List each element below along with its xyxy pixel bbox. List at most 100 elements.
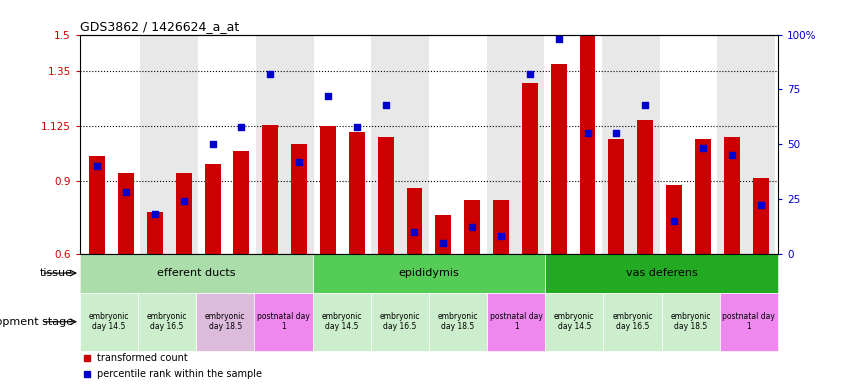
Text: embryonic
day 18.5: embryonic day 18.5: [670, 312, 711, 331]
Bar: [169, 35, 198, 253]
Text: percentile rank within the sample: percentile rank within the sample: [98, 369, 262, 379]
Point: [725, 152, 738, 158]
Bar: [753, 178, 769, 253]
Bar: [544, 35, 573, 253]
Point: [696, 146, 710, 152]
Bar: [140, 35, 169, 253]
Point: [206, 141, 220, 147]
FancyBboxPatch shape: [313, 253, 545, 293]
Bar: [487, 35, 516, 253]
Bar: [631, 35, 659, 253]
Bar: [82, 35, 112, 253]
Text: tissue: tissue: [40, 268, 73, 278]
Bar: [695, 139, 711, 253]
Bar: [436, 215, 452, 253]
Text: embryonic
day 16.5: embryonic day 16.5: [147, 312, 188, 331]
Bar: [349, 132, 365, 253]
Bar: [256, 35, 285, 253]
Bar: [609, 139, 624, 253]
Text: embryonic
day 14.5: embryonic day 14.5: [89, 312, 130, 331]
FancyBboxPatch shape: [429, 293, 487, 351]
Bar: [406, 188, 422, 253]
Text: embryonic
day 18.5: embryonic day 18.5: [205, 312, 246, 331]
FancyBboxPatch shape: [487, 293, 545, 351]
Point: [495, 233, 508, 239]
Point: [638, 102, 652, 108]
FancyBboxPatch shape: [603, 293, 662, 351]
Bar: [314, 35, 342, 253]
Bar: [176, 173, 192, 253]
Bar: [717, 35, 746, 253]
Text: efferent ducts: efferent ducts: [157, 268, 235, 278]
Point: [408, 228, 421, 235]
Bar: [458, 35, 487, 253]
Bar: [689, 35, 717, 253]
FancyBboxPatch shape: [371, 293, 429, 351]
Bar: [198, 35, 227, 253]
Bar: [285, 35, 314, 253]
FancyBboxPatch shape: [545, 293, 603, 351]
Point: [321, 93, 335, 99]
Point: [754, 202, 767, 209]
Point: [293, 159, 306, 165]
Bar: [89, 156, 105, 253]
Bar: [573, 35, 602, 253]
Bar: [493, 200, 509, 253]
Bar: [551, 64, 567, 253]
Bar: [262, 125, 278, 253]
Bar: [112, 35, 140, 253]
Bar: [147, 212, 163, 253]
Point: [263, 71, 277, 77]
Text: embryonic
day 16.5: embryonic day 16.5: [612, 312, 653, 331]
Bar: [602, 35, 631, 253]
Bar: [464, 200, 480, 253]
Point: [436, 240, 450, 246]
FancyBboxPatch shape: [313, 293, 371, 351]
Bar: [234, 151, 249, 253]
Bar: [378, 137, 394, 253]
Bar: [320, 126, 336, 253]
Point: [523, 71, 537, 77]
Bar: [400, 35, 429, 253]
FancyBboxPatch shape: [138, 293, 196, 351]
FancyBboxPatch shape: [720, 293, 778, 351]
Point: [177, 198, 190, 204]
Bar: [342, 35, 371, 253]
FancyBboxPatch shape: [545, 253, 778, 293]
Point: [668, 218, 681, 224]
Text: postnatal day
1: postnatal day 1: [722, 312, 775, 331]
Text: postnatal day
1: postnatal day 1: [257, 312, 310, 331]
Point: [350, 124, 363, 130]
Bar: [724, 137, 740, 253]
Bar: [227, 35, 256, 253]
Text: epididymis: epididymis: [399, 268, 459, 278]
Text: embryonic
day 18.5: embryonic day 18.5: [438, 312, 479, 331]
Text: vas deferens: vas deferens: [626, 268, 697, 278]
FancyBboxPatch shape: [80, 253, 313, 293]
Bar: [118, 173, 134, 253]
FancyBboxPatch shape: [254, 293, 313, 351]
FancyBboxPatch shape: [662, 293, 720, 351]
Bar: [291, 144, 307, 253]
Bar: [579, 35, 595, 253]
Text: transformed count: transformed count: [98, 353, 188, 363]
Point: [91, 163, 104, 169]
Bar: [637, 120, 653, 253]
Point: [610, 130, 623, 136]
Point: [235, 124, 248, 130]
FancyBboxPatch shape: [80, 293, 138, 351]
Point: [552, 36, 565, 42]
Bar: [522, 83, 537, 253]
Text: GDS3862 / 1426624_a_at: GDS3862 / 1426624_a_at: [80, 20, 239, 33]
Point: [148, 211, 161, 217]
Bar: [666, 185, 682, 253]
Text: embryonic
day 14.5: embryonic day 14.5: [321, 312, 362, 331]
Point: [581, 130, 595, 136]
Text: development stage: development stage: [0, 317, 73, 327]
FancyBboxPatch shape: [196, 293, 254, 351]
Bar: [204, 164, 220, 253]
Point: [379, 102, 393, 108]
Text: postnatal day
1: postnatal day 1: [489, 312, 542, 331]
Text: embryonic
day 14.5: embryonic day 14.5: [554, 312, 595, 331]
Point: [119, 189, 133, 195]
